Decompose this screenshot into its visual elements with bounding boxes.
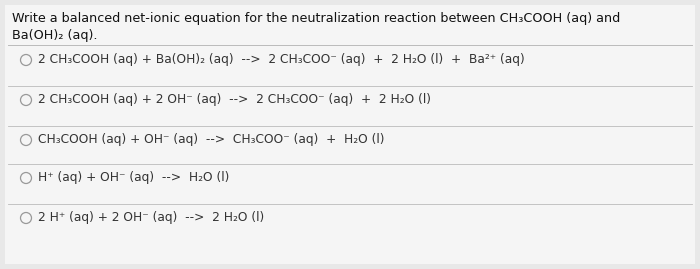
Text: 2 CH₃COOH (aq) + 2 OH⁻ (aq)  -->  2 CH₃COO⁻ (aq)  +  2 H₂O (l): 2 CH₃COOH (aq) + 2 OH⁻ (aq) --> 2 CH₃COO… bbox=[38, 93, 431, 106]
Text: 2 CH₃COOH (aq) + Ba(OH)₂ (aq)  -->  2 CH₃COO⁻ (aq)  +  2 H₂O (l)  +  Ba²⁺ (aq): 2 CH₃COOH (aq) + Ba(OH)₂ (aq) --> 2 CH₃C… bbox=[38, 53, 525, 66]
Text: Write a balanced net-ionic equation for the neutralization reaction between CH₃C: Write a balanced net-ionic equation for … bbox=[12, 12, 620, 25]
Text: Ba(OH)₂ (aq).: Ba(OH)₂ (aq). bbox=[12, 29, 97, 42]
Text: CH₃COOH (aq) + OH⁻ (aq)  -->  CH₃COO⁻ (aq)  +  H₂O (l): CH₃COOH (aq) + OH⁻ (aq) --> CH₃COO⁻ (aq)… bbox=[38, 133, 384, 146]
Text: H⁺ (aq) + OH⁻ (aq)  -->  H₂O (l): H⁺ (aq) + OH⁻ (aq) --> H₂O (l) bbox=[38, 171, 230, 184]
FancyBboxPatch shape bbox=[5, 5, 695, 264]
Text: 2 H⁺ (aq) + 2 OH⁻ (aq)  -->  2 H₂O (l): 2 H⁺ (aq) + 2 OH⁻ (aq) --> 2 H₂O (l) bbox=[38, 211, 265, 224]
